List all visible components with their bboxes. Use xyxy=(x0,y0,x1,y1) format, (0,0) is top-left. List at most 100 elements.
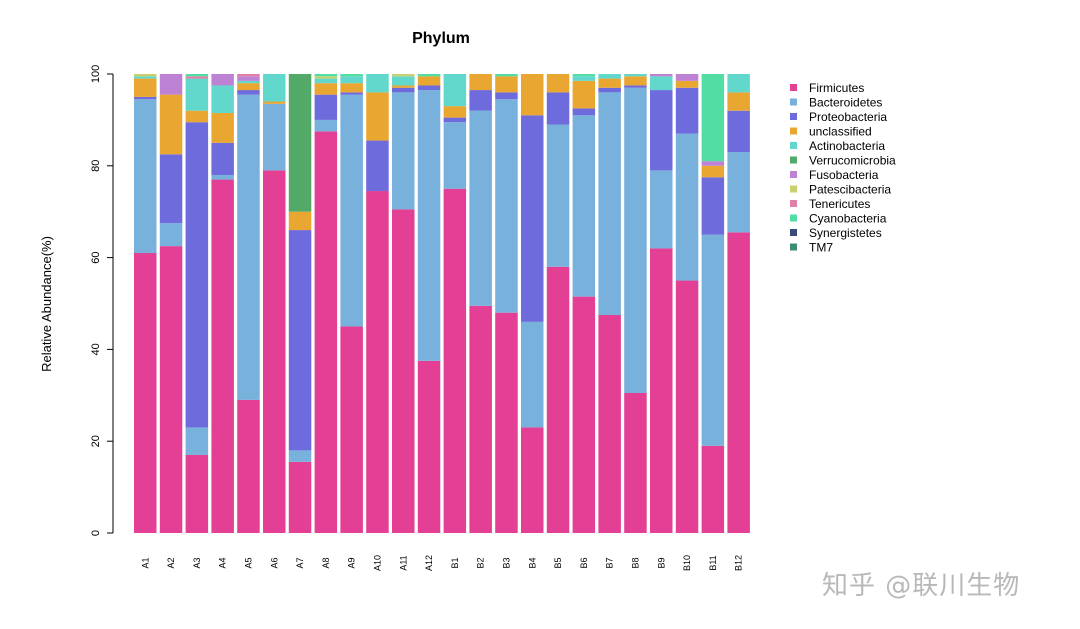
y-tick-label: 100 xyxy=(90,65,102,83)
x-tick-label: B7 xyxy=(605,557,615,568)
bar-segment xyxy=(572,108,596,116)
bar-segment xyxy=(211,179,234,533)
x-tick-label: B8 xyxy=(630,557,640,568)
bar-segment xyxy=(392,92,415,210)
x-tick-label: A8 xyxy=(321,557,331,568)
bar-segment xyxy=(546,92,570,125)
x-tick-label: A3 xyxy=(192,557,202,568)
bar-segment xyxy=(495,99,518,313)
bar-segment xyxy=(701,74,725,162)
bar-segment xyxy=(366,92,389,141)
bar-segment xyxy=(314,119,338,132)
bar-segment xyxy=(237,74,260,77)
bar-segment xyxy=(572,76,596,81)
bar-segment xyxy=(263,101,286,104)
legend-label: Patescibacteria xyxy=(809,183,891,197)
bar-segment xyxy=(727,74,750,93)
legend: FirmicutesBacteroidetesProteobacteriaunc… xyxy=(790,81,896,255)
bar-segment xyxy=(185,110,209,123)
bar-segment xyxy=(159,223,183,247)
y-tick-label: 0 xyxy=(90,530,102,536)
bar-segment xyxy=(340,326,363,533)
bar-segment xyxy=(624,393,647,533)
bar-segment xyxy=(572,296,596,533)
legend-swatch xyxy=(790,113,797,120)
bar-segment xyxy=(237,90,260,95)
bar-segment xyxy=(572,80,596,109)
x-tick-label: A4 xyxy=(218,557,228,568)
x-axis-ticks: A1 A2 A3 A4 A5 A6 A7 A8 A9 A10 A11 A12 B1 B2 B3 B4 B5 B6 B… xyxy=(140,555,743,571)
x-tick-label: A7 xyxy=(295,557,305,568)
bar-segment xyxy=(211,113,234,143)
bar-segment xyxy=(340,83,363,93)
bar-segment xyxy=(314,76,338,79)
bar-segment xyxy=(572,74,596,77)
legend-swatch xyxy=(790,214,797,222)
bar-segment xyxy=(314,78,338,84)
bar-segment xyxy=(417,76,441,86)
bar-segment xyxy=(598,78,621,88)
bar-segment xyxy=(159,74,183,95)
bar-segment xyxy=(598,87,621,93)
bar-segment xyxy=(366,74,389,93)
bar-segment xyxy=(134,99,157,254)
bar-segment xyxy=(185,122,209,428)
bar-segment xyxy=(650,90,673,171)
bar-segment xyxy=(134,253,157,533)
bar-segment xyxy=(495,74,518,77)
bar-segment xyxy=(185,78,209,111)
legend-swatch xyxy=(790,98,797,106)
bar-segment xyxy=(495,92,518,100)
bar-segment xyxy=(521,321,544,428)
bar-segment xyxy=(288,230,312,451)
bar-segment xyxy=(314,94,338,120)
legend-swatch xyxy=(790,84,797,91)
bar-segment xyxy=(701,234,725,446)
bar-segment xyxy=(598,314,621,533)
bar-segment xyxy=(546,74,570,93)
bar-segment xyxy=(675,280,699,533)
bar-segment xyxy=(314,131,338,533)
legend-label: Bacteroidetes xyxy=(809,96,882,110)
bar-segment xyxy=(185,74,209,77)
bar-segment xyxy=(469,110,492,306)
legend-swatch xyxy=(790,127,797,135)
bar-segment xyxy=(650,248,673,534)
bar-segment xyxy=(598,92,621,315)
bar-segment xyxy=(263,103,286,171)
bar-segment xyxy=(701,165,725,178)
bar-segment xyxy=(675,80,699,88)
bar-segment xyxy=(701,445,725,533)
bar-segment xyxy=(134,78,157,97)
bar-segment xyxy=(237,399,260,533)
x-tick-label: B6 xyxy=(579,557,589,568)
y-tick-label: 80 xyxy=(90,160,102,172)
legend-label: Tenericutes xyxy=(809,197,870,211)
bar-segment xyxy=(366,191,389,534)
x-tick-label: B12 xyxy=(734,555,744,571)
bar-segment xyxy=(314,74,338,77)
y-axis: 0 20 40 60 80 100 xyxy=(90,65,114,536)
bar-segment xyxy=(521,115,544,322)
x-tick-label: B4 xyxy=(527,557,537,568)
bar-segment xyxy=(546,124,570,267)
bar-segment xyxy=(263,74,286,102)
x-tick-label: A10 xyxy=(372,555,382,571)
y-tick-label: 20 xyxy=(90,435,102,447)
bar-segment xyxy=(675,87,699,134)
bar-segment xyxy=(211,142,234,175)
legend-label: Fusobacteria xyxy=(809,168,879,182)
bar-segment xyxy=(469,74,492,91)
bar-segment xyxy=(443,106,467,118)
bar-segment xyxy=(650,170,673,249)
bar-segment xyxy=(598,74,621,79)
legend-label: unclassified xyxy=(809,125,872,139)
bar-segment xyxy=(624,85,647,88)
x-tick-label: A12 xyxy=(424,555,434,571)
y-tick-label: 60 xyxy=(90,251,102,263)
bar-segment xyxy=(727,232,750,534)
bar-segment xyxy=(727,92,750,111)
bar-segment xyxy=(340,76,363,84)
legend-label: Firmicutes xyxy=(809,81,864,95)
